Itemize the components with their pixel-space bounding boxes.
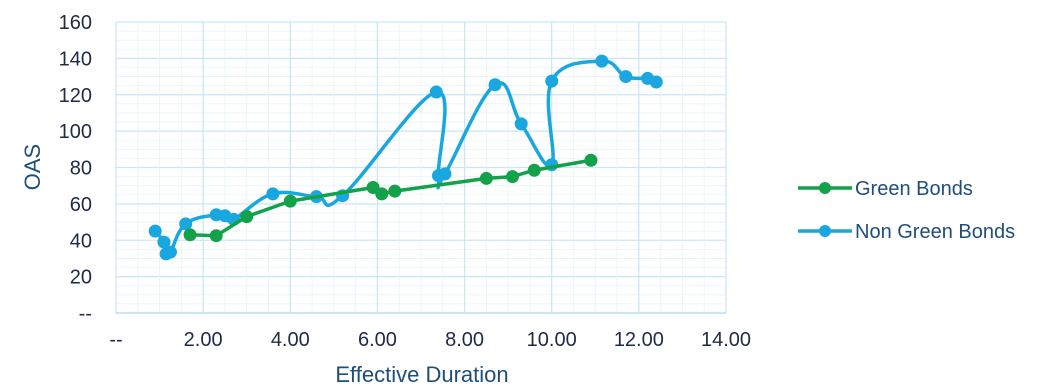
y-tick-label: 100 (59, 121, 92, 143)
data-point (266, 187, 280, 201)
x-tick-label: 10.00 (527, 329, 577, 351)
data-point (429, 85, 443, 99)
y-axis-title: OAS (20, 144, 45, 190)
data-point (179, 217, 193, 231)
x-tick-label: 6.00 (358, 329, 397, 351)
data-point (527, 163, 541, 177)
y-tick-label: 160 (59, 12, 92, 34)
legend-item-non-green-bonds: Non Green Bonds (798, 221, 1015, 243)
x-tick-label: -- (109, 329, 122, 351)
data-point (595, 54, 609, 68)
series-layer (148, 54, 663, 261)
data-point (209, 229, 223, 243)
legend-item-green-bonds: Green Bonds (798, 178, 973, 200)
legend-label-green-bonds: Green Bonds (855, 178, 973, 200)
data-point (183, 228, 197, 242)
data-point (619, 70, 633, 84)
data-point (240, 210, 254, 224)
y-tick-label: 20 (70, 267, 92, 289)
x-tick-label: 2.00 (184, 329, 223, 351)
data-point (375, 187, 389, 201)
legend-marker-green-bonds (819, 182, 831, 194)
data-point (148, 224, 162, 238)
y-tick-label: 140 (59, 48, 92, 70)
data-point (506, 170, 519, 184)
x-axis-ticks: -- 2.00 4.00 6.00 8.00 10.00 12.00 14.00 (109, 329, 751, 351)
legend: Green Bonds Non Green Bonds (798, 178, 1015, 243)
x-tick-label: 4.00 (271, 329, 310, 351)
data-point (163, 245, 177, 259)
y-tick-label: 80 (70, 158, 92, 180)
legend-label-non-green-bonds: Non Green Bonds (855, 221, 1015, 243)
data-point (479, 171, 493, 185)
data-point (438, 167, 452, 181)
y-tick-label: 120 (59, 85, 92, 107)
legend-marker-non-green-bonds (819, 225, 831, 237)
y-tick-label: 40 (70, 230, 92, 252)
x-tick-label: 14.00 (701, 329, 751, 351)
data-point (157, 235, 171, 249)
y-axis-ticks: -- 20 40 60 80 100 120 140 160 (59, 12, 92, 325)
x-axis-title: Effective Duration (335, 362, 508, 386)
data-point (545, 74, 559, 88)
y-tick-label: 60 (70, 194, 92, 216)
x-tick-label: 12.00 (614, 329, 664, 351)
data-point (283, 194, 297, 208)
data-point (514, 117, 528, 131)
series-green-bonds (183, 153, 598, 243)
x-tick-label: 8.00 (445, 329, 484, 351)
data-point (649, 75, 663, 89)
data-point (488, 78, 502, 92)
y-tick-label: -- (79, 303, 92, 325)
data-point (584, 153, 598, 167)
data-point (388, 184, 402, 198)
